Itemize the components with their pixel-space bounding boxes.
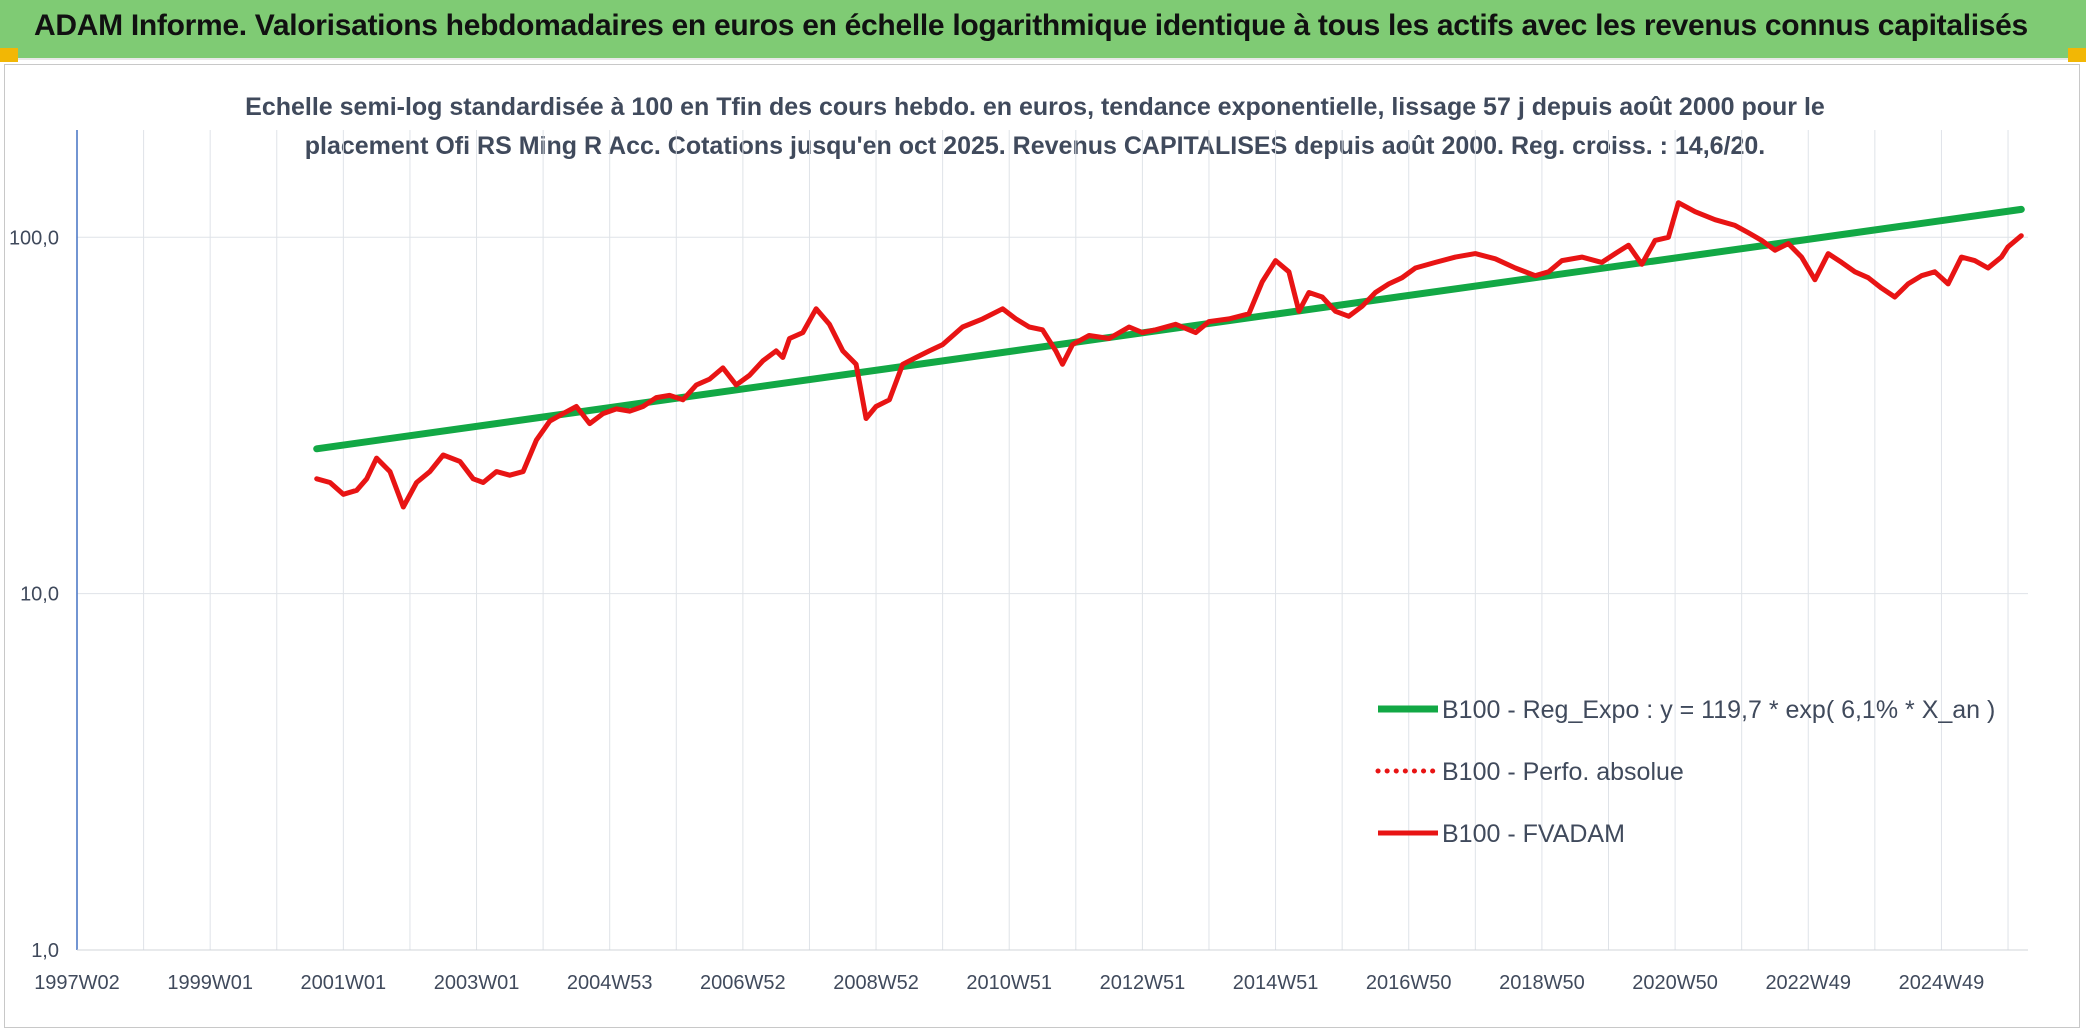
x-tick-label: 2006W52 — [700, 972, 786, 994]
y-tick-label: 1,0 — [31, 940, 59, 962]
x-tick-label: 2018W50 — [1499, 972, 1585, 994]
x-tick-label: 1997W02 — [34, 972, 120, 994]
x-tick-label: 2020W50 — [1632, 972, 1718, 994]
x-tick-label: 2010W51 — [966, 972, 1052, 994]
report-title: ADAM Informe. Valorisations hebdomadaire… — [34, 9, 2028, 42]
x-tick-label: 2008W52 — [833, 972, 919, 994]
chart-title-line-2: placement Ofi RS Ming R Acc. Cotations j… — [304, 132, 1766, 160]
x-tick-label: 2024W49 — [1899, 972, 1985, 994]
x-tick-label: 2022W49 — [1765, 972, 1851, 994]
chart-frame — [4, 64, 2080, 1028]
y-tick-label: 10,0 — [20, 584, 59, 606]
regression-line — [313, 205, 2025, 453]
x-tick-label: 1999W01 — [167, 972, 253, 994]
chart-title: Echelle semi-log standardisée à 100 en T… — [210, 88, 1860, 166]
fvadam-line — [314, 200, 2024, 510]
chart-legend: B100 - Reg_Expo : y = 119,7 * exp( 6,1% … — [1375, 696, 1995, 848]
x-tick-label: 2012W51 — [1100, 972, 1186, 994]
corner-marker-left — [0, 48, 18, 62]
x-tick-label: 2014W51 — [1233, 972, 1319, 994]
y-tick-label: 100,0 — [9, 227, 59, 249]
x-tick-label: 2004W53 — [567, 972, 653, 994]
title-banner: ADAM Informe. Valorisations hebdomadaire… — [0, 0, 2086, 60]
chart-axes: 1,0 10,0 100,0 1997W02 1999W01 2001W01 2003W01… — [9, 130, 2028, 994]
chart-title-line-1: Echelle semi-log standardisée à 100 en T… — [245, 93, 1825, 121]
chart-series — [313, 200, 2025, 510]
legend-label: B100 - FVADAM — [1442, 820, 1625, 848]
x-tick-label: 2016W50 — [1366, 972, 1452, 994]
x-tick-label: 2001W01 — [301, 972, 387, 994]
legend-label: B100 - Reg_Expo : y = 119,7 * exp( 6,1% … — [1442, 696, 1995, 724]
x-tick-label: 2003W01 — [434, 972, 520, 994]
corner-marker-right — [2068, 48, 2086, 62]
legend-label: B100 - Perfo. absolue — [1442, 758, 1684, 786]
